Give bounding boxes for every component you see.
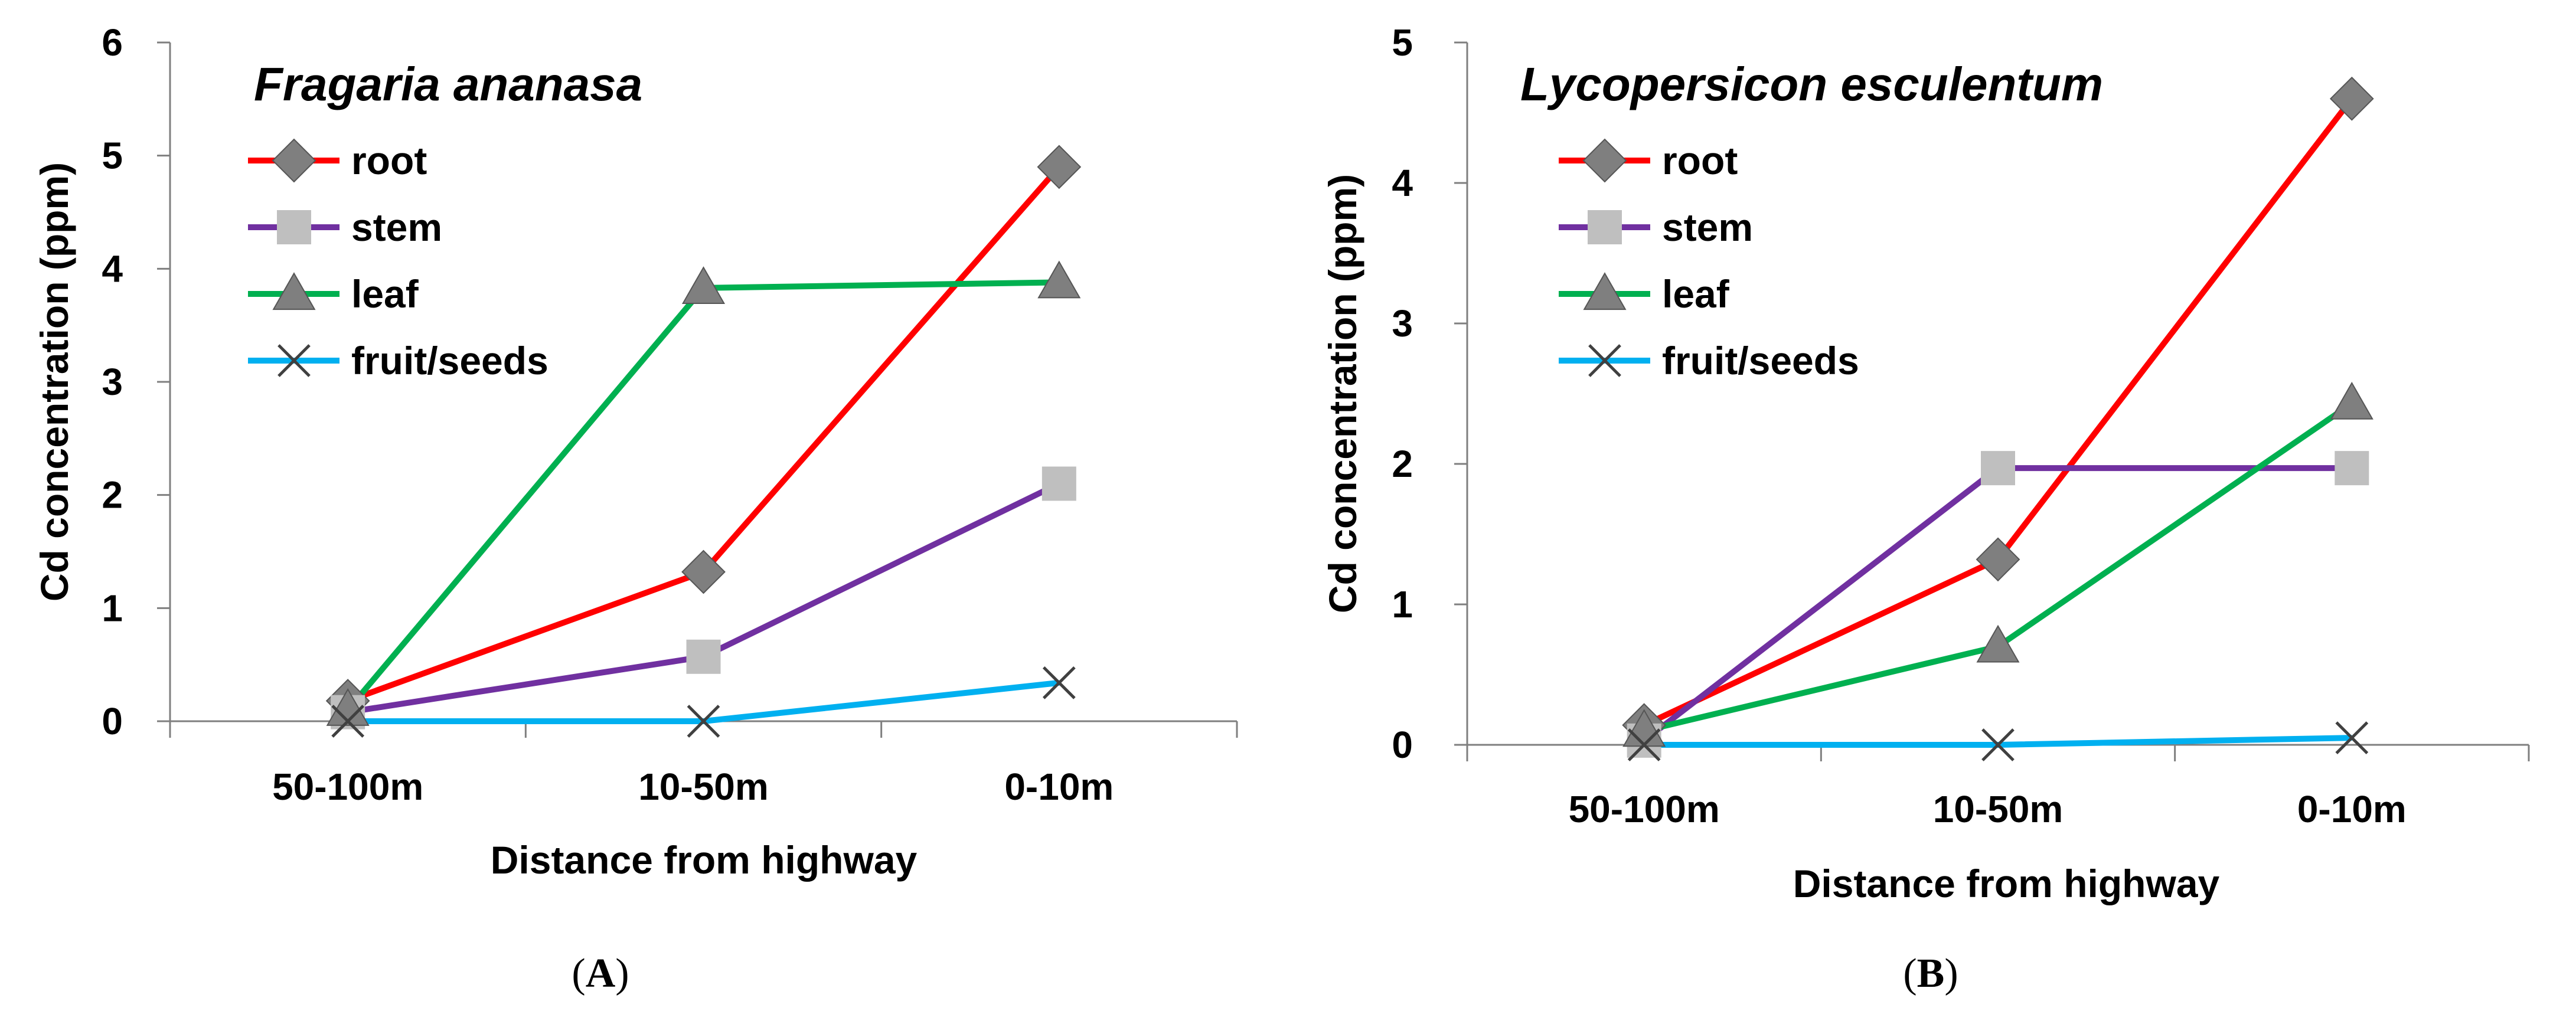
- legend-label: fruit/seeds: [1662, 339, 1859, 382]
- data-point-leaf: [1976, 624, 2020, 663]
- legend-marker: [277, 344, 311, 377]
- y-tick-label: 2: [102, 474, 123, 516]
- x-tick-label: 0-10m: [1004, 765, 1114, 808]
- chart-b: 0 1 2 3 4 5 50-100m 10-50m 0-10m Distance from hi…: [1321, 21, 2530, 996]
- legend-marker: [277, 210, 311, 244]
- legend-label: root: [351, 139, 427, 182]
- series-line-fruit-seeds: [348, 679, 1060, 724]
- data-point-root: [2329, 76, 2374, 121]
- legend-label: root: [1662, 139, 1738, 182]
- legend-marker: [1582, 138, 1627, 183]
- data-point-fruit-seeds: [1042, 666, 1076, 699]
- legend-label: leaf: [1662, 272, 1730, 316]
- data-point-root: [1976, 537, 2020, 582]
- series-line-stem: [1642, 465, 2352, 743]
- data-point-fruit-seeds: [1627, 728, 1661, 761]
- chart-title: Fragaria ananasa: [254, 58, 642, 110]
- y-axis-title: Cd concentration (ppm): [1321, 174, 1364, 613]
- y-tick-label: 5: [102, 135, 123, 177]
- x-axis-title: Distance from highway: [1793, 862, 2220, 905]
- data-point-leaf: [326, 688, 370, 726]
- panel-letter: B: [1917, 951, 1945, 996]
- data-point-fruit-seeds: [331, 705, 365, 738]
- legend: root stem leaf fruit/seeds: [1559, 138, 1859, 382]
- x-tick-label: 10-50m: [638, 765, 769, 808]
- series-line-stem: [347, 481, 1061, 715]
- y-tick-label: 0: [102, 700, 123, 742]
- data-point-fruit-seeds: [1981, 728, 2015, 761]
- panel-letter: A: [586, 951, 616, 996]
- y-tick-label: 5: [1392, 21, 1413, 64]
- panel-label: (B): [1903, 951, 1958, 996]
- data-point-stem: [686, 639, 721, 674]
- x-tick-label: 0-10m: [2297, 788, 2407, 830]
- legend-label: leaf: [351, 272, 419, 316]
- data-point-stem: [1981, 451, 2015, 486]
- chart-a: 0 1 2 3 4 5 6 50-100m 10-50m 0-10m Distance from h…: [32, 21, 1238, 996]
- y-axis-title: Cd concentration (ppm): [32, 162, 76, 601]
- data-point-stem: [1041, 466, 1076, 501]
- y-tick-label: 1: [1392, 583, 1413, 626]
- data-point-fruit-seeds: [2335, 721, 2369, 754]
- series-line-root: [347, 165, 1062, 704]
- data-point-root: [681, 549, 726, 594]
- data-point-stem: [2335, 451, 2369, 486]
- y-tick-label: 4: [1392, 162, 1413, 204]
- y-tick-label: 4: [102, 247, 123, 290]
- x-tick-label: 10-50m: [1933, 788, 2064, 830]
- panel-label: (A): [572, 951, 629, 996]
- legend-marker: [272, 272, 316, 310]
- legend-marker: [272, 138, 316, 183]
- y-tick-label: 2: [1392, 443, 1413, 485]
- y-tick-label: 3: [102, 361, 123, 403]
- data-point-leaf: [681, 266, 726, 305]
- legend-marker: [1588, 344, 1621, 377]
- legend: root stem leaf fruit/seeds: [248, 138, 548, 382]
- y-tick-label: 3: [1392, 302, 1413, 345]
- legend-marker: [1588, 210, 1622, 244]
- chart-title: Lycopersicon esculentum: [1520, 58, 2103, 110]
- y-tick-label: 6: [102, 21, 123, 64]
- legend-label: fruit/seeds: [351, 339, 548, 382]
- x-tick-label: 50-100m: [272, 765, 423, 808]
- y-tick-label: 1: [102, 587, 123, 629]
- legend-label: stem: [351, 205, 442, 249]
- x-tick-label: 50-100m: [1569, 788, 1720, 830]
- legend-marker: [1583, 272, 1627, 310]
- y-tick-label: 0: [1392, 724, 1413, 766]
- data-point-leaf: [1037, 260, 1081, 299]
- data-point-leaf: [2330, 381, 2373, 420]
- x-axis-title: Distance from highway: [491, 838, 918, 882]
- legend-label: stem: [1662, 205, 1753, 249]
- data-point-fruit-seeds: [687, 705, 720, 738]
- data-point-root: [1037, 145, 1082, 189]
